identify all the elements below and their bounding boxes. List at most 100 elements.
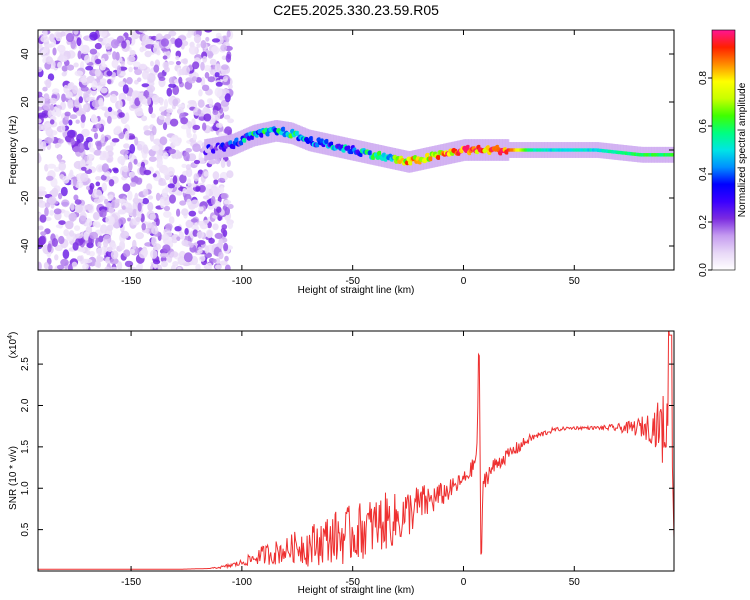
spectrogram-noise-point — [38, 261, 42, 270]
spectrogram-noise-point — [43, 262, 49, 270]
spectrogram-noise-point — [110, 250, 119, 260]
spectrogram-noise-point — [95, 181, 101, 187]
spectrogram-noise-point — [42, 86, 48, 92]
spectrogram-noise-point — [223, 199, 232, 205]
spectrogram-noise-point — [63, 84, 69, 94]
snr-y-tick-label: 2.5 — [20, 357, 31, 371]
spectrogram-noise-point — [163, 169, 169, 176]
spectrogram-noise-point — [161, 188, 169, 198]
spectrogram-noise-point — [214, 72, 220, 78]
spectrogram-noise-point — [163, 200, 169, 206]
spectrogram-noise-point — [129, 171, 136, 178]
spectrogram-noise-point — [141, 70, 150, 80]
spectrogram-noise-point — [207, 98, 212, 104]
spectrogram-noise-point — [54, 254, 59, 261]
spectrogram-noise-point — [107, 106, 113, 112]
spectrogram-noise-point — [126, 77, 133, 85]
spectrogram-noise-point — [135, 264, 142, 270]
spectrogram-noise-point — [112, 51, 117, 60]
spectrogram-noise-point — [47, 243, 52, 253]
spectrogram-noise-point — [192, 124, 201, 130]
spectrogram-noise-point — [103, 37, 112, 44]
spectrogram-noise-point — [225, 53, 232, 63]
spectrogram-noise-point — [186, 132, 192, 139]
spectrogram-noise-point — [80, 247, 86, 253]
spectrogram-noise-point — [107, 79, 112, 85]
spectrogram-noise-point — [120, 60, 126, 67]
spectrogram-noise-point — [172, 98, 179, 107]
spectrogram-noise-point — [196, 43, 201, 48]
spectrogram-noise-point — [86, 242, 94, 249]
spectrogram-noise-point — [142, 188, 149, 197]
spectrogram-noise-point — [95, 58, 102, 65]
spectrogram-noise-point — [48, 196, 57, 205]
snr-plot-area — [37, 330, 675, 572]
spectrogram-noise-point — [70, 202, 75, 211]
spectrogram-noise-point — [70, 138, 76, 146]
spectrogram-noise-point — [149, 213, 156, 221]
spectrogram-ridge-halo — [315, 131, 319, 153]
spectrogram-noise-point — [153, 138, 162, 145]
spectrogram-x-label: Height of straight line (km) — [298, 285, 415, 296]
spectrogram-noise-point — [191, 76, 198, 82]
spectrogram-noise-point — [163, 66, 170, 73]
snr-y-tick-label: 1.5 — [20, 439, 31, 453]
spectrogram-noise-point — [227, 204, 234, 209]
spectrogram-noise-point — [106, 224, 114, 232]
spectrogram-noise-point — [162, 122, 168, 131]
spectrogram-noise-point — [213, 187, 221, 197]
spectrogram-noise-point — [155, 218, 160, 226]
spectrogram-noise-point — [181, 66, 186, 76]
spectrogram-noise-point — [47, 73, 55, 81]
spectrogram-noise-point — [159, 97, 164, 106]
spectrogram-noise-point — [198, 89, 203, 97]
snr-series-line — [38, 331, 674, 570]
spectrogram-ridge-point — [280, 126, 286, 132]
spectrogram-noise-point — [144, 50, 152, 58]
spectrogram-noise-point — [212, 223, 219, 231]
spectrogram-noise-point — [187, 100, 197, 105]
spectrogram-noise-point — [137, 202, 142, 212]
spectrogram-x-tick-label: 0 — [461, 276, 467, 287]
spectrogram-noise-point — [226, 159, 231, 167]
spectrogram-noise-point — [192, 143, 201, 152]
spectrogram-noise-point — [143, 130, 152, 136]
snr-y-tick-label: 0.5 — [20, 522, 31, 536]
spectrogram-noise-point — [184, 228, 189, 235]
spectrogram-noise-point — [219, 185, 225, 194]
spectrogram-noise-point — [55, 108, 62, 118]
snr-y-tick-label: 2.0 — [20, 398, 31, 412]
spectrogram-noise-point — [86, 185, 91, 191]
spectrogram-noise-point — [185, 167, 193, 178]
spectrogram-noise-point — [58, 235, 65, 245]
spectrogram-noise-point — [178, 76, 183, 84]
spectrogram-noise-point — [162, 152, 169, 160]
spectrogram-noise-point — [58, 192, 63, 200]
spectrogram-noise-point — [91, 99, 100, 108]
spectrogram-noise-point — [78, 96, 84, 104]
spectrogram-noise-point — [172, 175, 178, 185]
spectrogram-ridge-point — [671, 153, 674, 157]
colorbar-tick-label: 0.2 — [698, 215, 709, 229]
spectrogram-noise-point — [61, 65, 68, 72]
spectrogram-x-tick-label: -150 — [121, 276, 141, 287]
spectrogram-noise-point — [163, 99, 169, 109]
spectrogram-noise-point — [135, 232, 144, 240]
spectrogram-noise-point — [109, 93, 118, 104]
spectrogram-noise-point — [195, 263, 201, 270]
spectrogram-noise-point — [158, 76, 166, 82]
spectrogram-noise-point — [54, 143, 60, 149]
spectrogram-noise-point — [162, 55, 168, 60]
spectrogram-noise-point — [192, 229, 199, 237]
spectrogram-noise-point — [120, 230, 130, 239]
spectrogram-noise-point — [186, 178, 192, 187]
spectrogram-noise-point — [119, 149, 129, 156]
spectrogram-noise-point — [83, 258, 93, 264]
chart-title: C2E5.2025.330.23.59.R05 — [273, 2, 439, 18]
spectrogram-noise-point — [122, 165, 129, 173]
spectrogram-noise-point — [208, 237, 215, 244]
spectrogram-noise-point — [190, 183, 197, 188]
spectrogram-noise-point — [210, 195, 216, 205]
spectrogram-noise-point — [58, 138, 64, 144]
spectrogram-noise-point — [206, 262, 213, 270]
